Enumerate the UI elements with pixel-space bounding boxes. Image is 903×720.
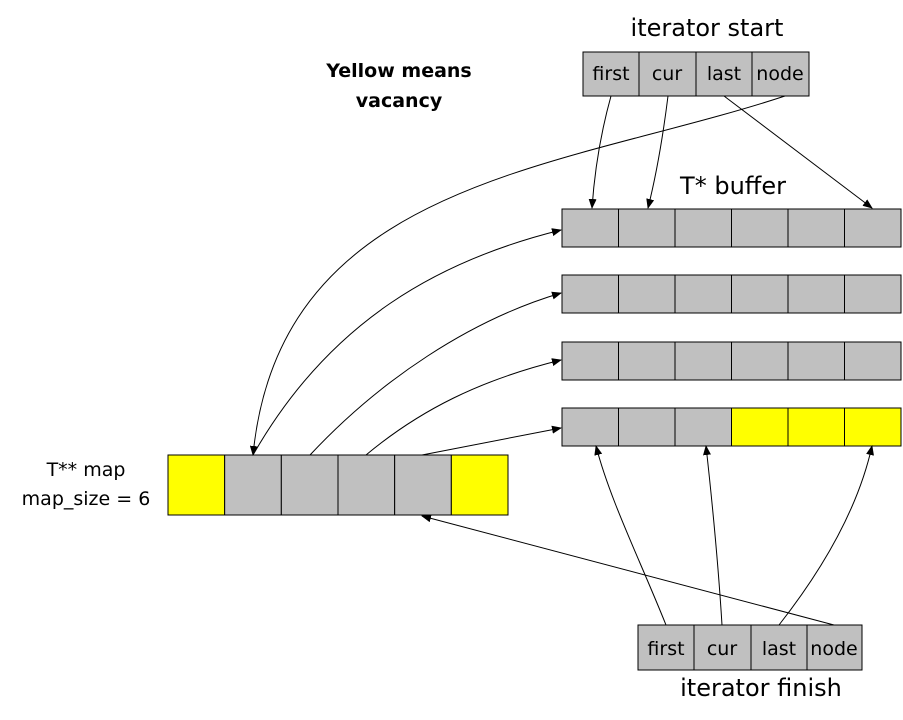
buffer-2-cell-5-used (787, 274, 845, 314)
map-label: T** map (46, 459, 126, 481)
arrow-start-cur (646, 95, 669, 209)
iterator-finish-title: iterator finish (680, 674, 842, 702)
iterator-finish-node-cell (806, 624, 863, 671)
arrow-map-to-buffer-1 (252, 228, 562, 456)
buffer-1-cell-1-used (561, 208, 619, 248)
arrow-finish-first (594, 445, 667, 626)
arrow-map-to-buffer-3 (365, 358, 562, 456)
buffer-4-cell-3-used (674, 407, 732, 447)
buffer-1-cell-2-used (618, 208, 676, 248)
map-size-label: map_size = 6 (22, 488, 151, 510)
arrow-finish-cur (703, 445, 723, 626)
buffer-title: T* buffer (679, 172, 786, 200)
buffer-2-cell-1-used (561, 274, 619, 314)
buffer-2-cell-4-used (731, 274, 789, 314)
iterator-start-title: iterator start (631, 14, 784, 42)
iterator-finish-node-label: node (810, 638, 857, 660)
buffer-4-cell-6-vacant (844, 407, 902, 447)
iterator-finish-cur-label: cur (707, 638, 737, 660)
map-cell-4-used (337, 454, 396, 516)
iterator-start-cur-cell (638, 51, 697, 97)
iterator-finish-first-cell (637, 624, 695, 671)
arrow-finish-last (778, 445, 874, 626)
iterator-start-last-label: last (707, 63, 741, 85)
arrow-finish-node (421, 514, 835, 626)
buffer-1-cell-3-used (674, 208, 732, 248)
iterator-start-node-label: node (756, 63, 803, 85)
iterator-start-cur-label: cur (652, 63, 682, 85)
buffer-row-1 (561, 208, 902, 248)
arrow-start-node (249, 95, 786, 456)
arrow-map-to-buffer-4 (421, 425, 562, 456)
buffer-2-cell-2-used (618, 274, 676, 314)
iterator-start-first-cell (582, 51, 640, 97)
buffers (561, 208, 902, 447)
map-cell-5-used (394, 454, 452, 516)
map (167, 454, 509, 516)
map-cell-3-used (280, 454, 339, 516)
iterator-finish-last-label: last (762, 638, 796, 660)
buffer-2-cell-3-used (674, 274, 732, 314)
iterator-start-node-cell (751, 51, 810, 97)
buffer-row-4 (561, 407, 902, 447)
buffer-1-cell-4-used (731, 208, 789, 248)
buffer-3-cell-6-used (844, 341, 902, 381)
buffer-4-cell-5-vacant (787, 407, 845, 447)
buffer-3-cell-2-used (618, 341, 676, 381)
iterator-start-last-cell (695, 51, 753, 97)
iterator-finish-last-cell (750, 624, 808, 671)
arrow-start-first (588, 95, 612, 209)
vacancy-note-line2: vacancy (356, 90, 443, 112)
buffer-3-cell-3-used (674, 341, 732, 381)
buffer-row-2 (561, 274, 902, 314)
buffer-2-cell-6-used (844, 274, 902, 314)
map-cell-6-vacant (450, 454, 509, 516)
buffer-1-cell-6-used (844, 208, 902, 248)
map-cell-2-used (224, 454, 282, 516)
buffer-4-cell-4-vacant (731, 407, 789, 447)
buffer-4-cell-1-used (561, 407, 619, 447)
vacancy-note-line1: Yellow means (325, 60, 472, 82)
buffer-1-cell-5-used (787, 208, 845, 248)
iterator-finish-cur-cell (693, 624, 752, 671)
iterator-finish-first-label: first (647, 638, 684, 660)
iterator-start-first-label: first (592, 63, 629, 85)
buffer-3-cell-5-used (787, 341, 845, 381)
arrow-map-to-buffer-2 (309, 291, 562, 456)
iterator-start: first cur last node (582, 51, 810, 97)
iterator-finish: first cur last node (637, 624, 863, 671)
arrow-start-last (723, 95, 873, 209)
buffer-row-3 (561, 341, 902, 381)
buffer-4-cell-2-used (618, 407, 676, 447)
buffer-3-cell-4-used (731, 341, 789, 381)
map-cell-1-vacant (167, 454, 226, 516)
buffer-3-cell-1-used (561, 341, 619, 381)
